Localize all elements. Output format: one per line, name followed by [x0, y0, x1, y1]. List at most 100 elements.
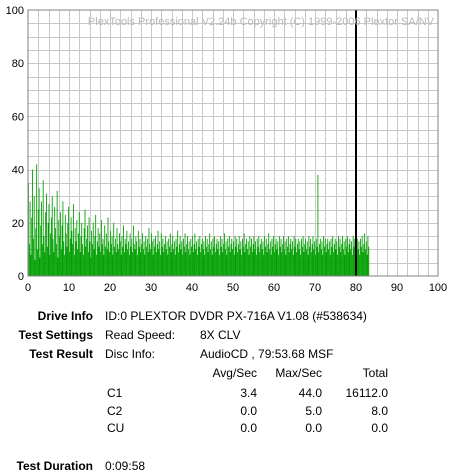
c1-error-bar — [283, 236, 284, 276]
c1-error-bar — [79, 252, 81, 276]
c1-error-bar — [246, 249, 248, 276]
c1-error-bar — [204, 254, 206, 276]
c1-error-bar — [272, 246, 274, 276]
c1-error-bar — [310, 238, 311, 276]
c1-error-bar — [151, 241, 153, 276]
c2-row-label: C2 — [107, 404, 123, 418]
c1-error-bar — [100, 220, 102, 276]
c1-error-bar — [95, 214, 97, 276]
c1-error-bar — [365, 241, 367, 276]
c1-error-bar — [353, 246, 355, 276]
c1-error-bar — [37, 209, 39, 276]
c1-error-bar — [231, 238, 233, 276]
c1-error-bar — [173, 249, 175, 276]
c1-total: 16112.0 — [345, 386, 389, 400]
c1-error-bar — [135, 236, 137, 276]
c1-error-bar — [118, 249, 120, 276]
c1-error-bar — [191, 246, 193, 276]
test-result-label: Test Result — [29, 347, 93, 361]
c1-error-bar — [87, 225, 88, 276]
error-rate-chart: PlexTools Professional V2.24b Copyright … — [6, 5, 448, 294]
c1-error-bar — [273, 236, 275, 276]
c1-error-bar — [208, 244, 210, 276]
c1-error-bar — [326, 244, 328, 276]
c1-error-bar — [168, 238, 170, 276]
c1-error-bar — [184, 233, 186, 276]
c1-error-bar — [236, 238, 238, 276]
c1-error-bar — [100, 252, 102, 276]
c1-error-bar — [367, 236, 369, 276]
c1-error-bar — [366, 254, 368, 276]
c1-error-bar — [330, 238, 332, 276]
c1-error-bar — [348, 244, 350, 276]
c1-error-bar — [206, 238, 208, 276]
c1-error-bar — [246, 238, 247, 276]
c1-error-bar — [316, 246, 318, 276]
c1-error-bar — [143, 241, 145, 276]
c1-error-bar — [103, 254, 105, 276]
x-tick-label: 50 — [227, 282, 239, 294]
read-speed-value: 8X CLV — [200, 328, 241, 342]
c1-error-bar — [219, 236, 221, 276]
x-tick-label: 40 — [186, 282, 198, 294]
c1-error-bar — [33, 196, 35, 276]
read-speed-label: Read Speed: — [105, 328, 176, 342]
c1-error-bar — [295, 238, 297, 276]
c1-error-bar — [89, 241, 91, 276]
c1-error-bar — [85, 246, 87, 276]
c1-error-bar — [358, 241, 360, 276]
c1-error-bar — [227, 238, 229, 276]
c1-error-bar — [78, 233, 79, 276]
c1-error-bars — [28, 164, 370, 276]
c1-error-bar — [110, 244, 112, 276]
c1-error-bar — [124, 238, 126, 276]
c1-error-bar — [346, 246, 348, 276]
c1-error-bar — [138, 246, 140, 276]
c1-error-bar — [323, 236, 325, 276]
c1-error-bar — [93, 249, 95, 276]
c1-error-bar — [193, 244, 195, 276]
c1-error-bar — [177, 230, 179, 276]
c1-error-bar — [297, 238, 299, 276]
c1-error-bar — [333, 244, 335, 276]
c1-error-bar — [71, 230, 73, 276]
c1-error-bar — [94, 236, 96, 276]
c1-error-bar — [170, 252, 172, 276]
c1-error-bar — [201, 238, 203, 276]
c1-error-bar — [167, 254, 169, 276]
c1-error-bar — [69, 238, 71, 276]
c1-error-bar — [105, 233, 107, 276]
c1-error-bar — [31, 217, 33, 276]
c1-error-bar — [289, 244, 291, 276]
c1-error-bar — [37, 249, 38, 276]
c1-error-bar — [52, 238, 54, 276]
c1-error-bar — [298, 249, 300, 276]
c1-error-bar — [238, 236, 240, 276]
c1-error-bar — [267, 244, 269, 276]
c1-error-bar — [86, 238, 88, 276]
y-tick-label: 0 — [18, 271, 24, 283]
c1-error-bar — [90, 257, 92, 276]
c1-error-bar — [42, 180, 44, 276]
c1-error-bar — [333, 252, 334, 276]
c1-error-bar — [346, 236, 348, 276]
y-tick-label: 100 — [6, 5, 24, 17]
c1-error-bar — [178, 244, 180, 276]
c1-error-bar — [360, 238, 361, 276]
c1-error-bar — [106, 249, 108, 276]
c1-error-bar — [228, 236, 230, 276]
c1-error-bar — [132, 225, 134, 276]
c1-error-bar — [287, 246, 288, 276]
c1-error-bar — [356, 238, 358, 276]
x-tick-label: 100 — [429, 282, 447, 294]
c1-error-bar — [185, 252, 187, 276]
c1-error-bar — [160, 254, 161, 276]
c1-error-bar — [178, 252, 179, 276]
c1-error-bar — [87, 252, 89, 276]
c1-error-bar — [305, 238, 307, 276]
c1-error-bar — [128, 254, 130, 276]
c1-error-bar — [262, 241, 264, 276]
c1-error-bar — [223, 244, 225, 276]
c1-error-bar — [299, 241, 301, 276]
c1-error-bar — [47, 222, 49, 276]
